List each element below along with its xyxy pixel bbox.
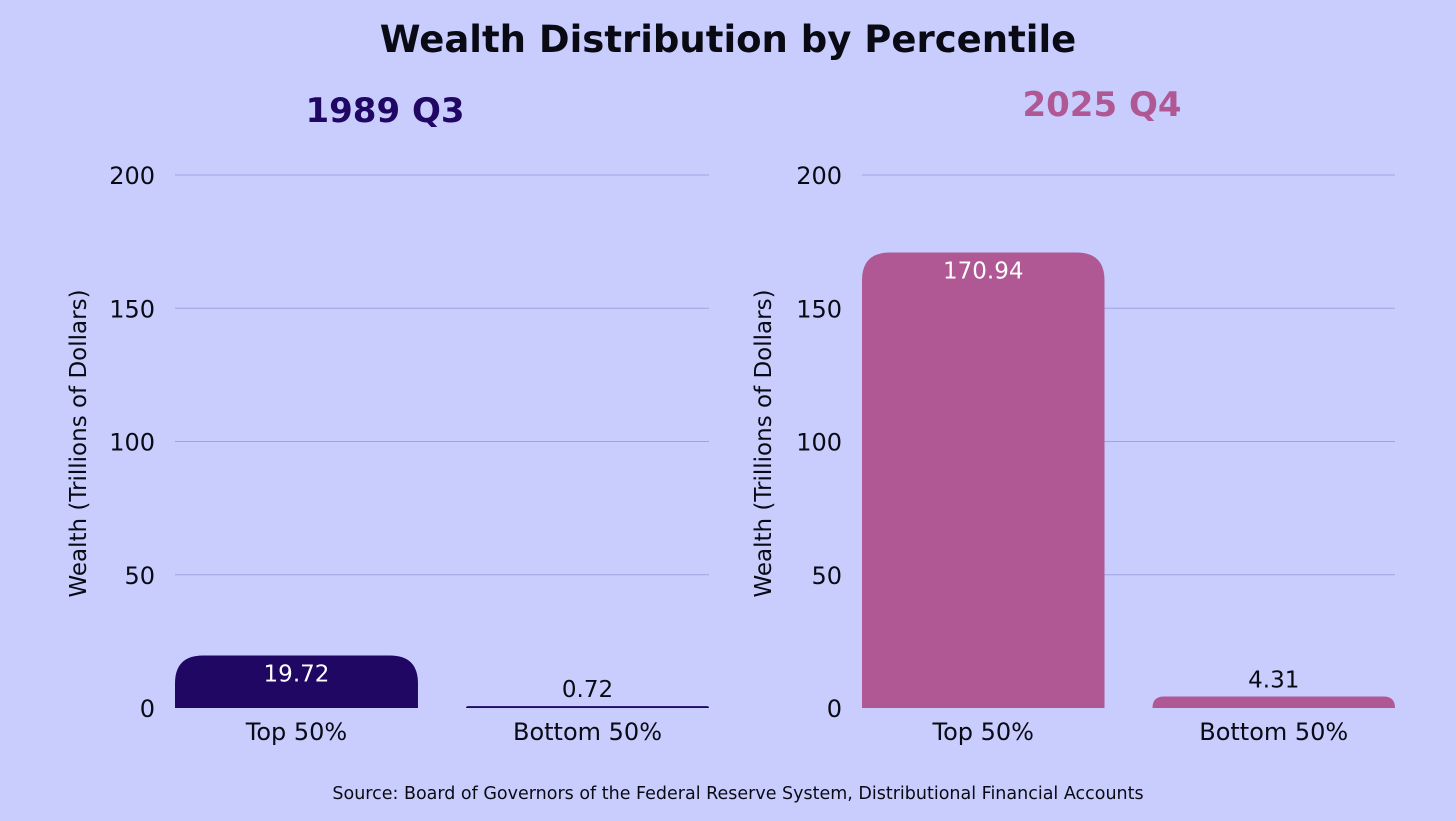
x-tick-label: Top 50% xyxy=(245,718,347,746)
panel-title: 2025 Q4 xyxy=(1022,85,1181,125)
data-label: 19.72 xyxy=(264,661,330,687)
y-tick-label: 150 xyxy=(796,295,842,323)
bar-top-50- xyxy=(862,252,1105,709)
y-tick-label: 200 xyxy=(796,162,842,190)
y-tick-label: 0 xyxy=(140,695,155,723)
panel-title: 1989 Q3 xyxy=(305,91,464,131)
data-label: 4.31 xyxy=(1248,668,1299,694)
x-tick-label: Bottom 50% xyxy=(513,718,662,746)
bar-bottom-50- xyxy=(1152,696,1395,708)
y-tick-label: 150 xyxy=(109,295,155,323)
y-tick-label: 50 xyxy=(124,562,155,590)
y-tick-label: 100 xyxy=(796,429,842,457)
y-axis-label: Wealth (Trillions of Dollars) xyxy=(751,289,777,597)
data-label: 170.94 xyxy=(943,258,1023,284)
chart-panel-1: 2025 Q4 0 50 100 150 200 Wealth (Trillions of … xyxy=(751,85,1395,746)
bar-bottom-50- xyxy=(466,706,709,708)
x-tick-label: Bottom 50% xyxy=(1199,718,1348,746)
x-tick-label: Top 50% xyxy=(932,718,1034,746)
y-tick-label: 50 xyxy=(811,562,842,590)
y-axis-label: Wealth (Trillions of Dollars) xyxy=(66,289,92,597)
chart-title: Wealth Distribution by Percentile xyxy=(380,18,1076,61)
data-label: 0.72 xyxy=(562,677,613,703)
source-note: Source: Board of Governors of the Federa… xyxy=(332,784,1143,804)
chart-panels: 1989 Q3 0 50 100 150 200 Wealth (Trillions of … xyxy=(66,85,1395,746)
chart-panel-0: 1989 Q3 0 50 100 150 200 Wealth (Trillions of … xyxy=(66,91,709,746)
y-tick-label: 0 xyxy=(827,695,842,723)
y-tick-label: 100 xyxy=(109,429,155,457)
y-tick-label: 200 xyxy=(109,162,155,190)
bar-top-50- xyxy=(175,655,418,708)
